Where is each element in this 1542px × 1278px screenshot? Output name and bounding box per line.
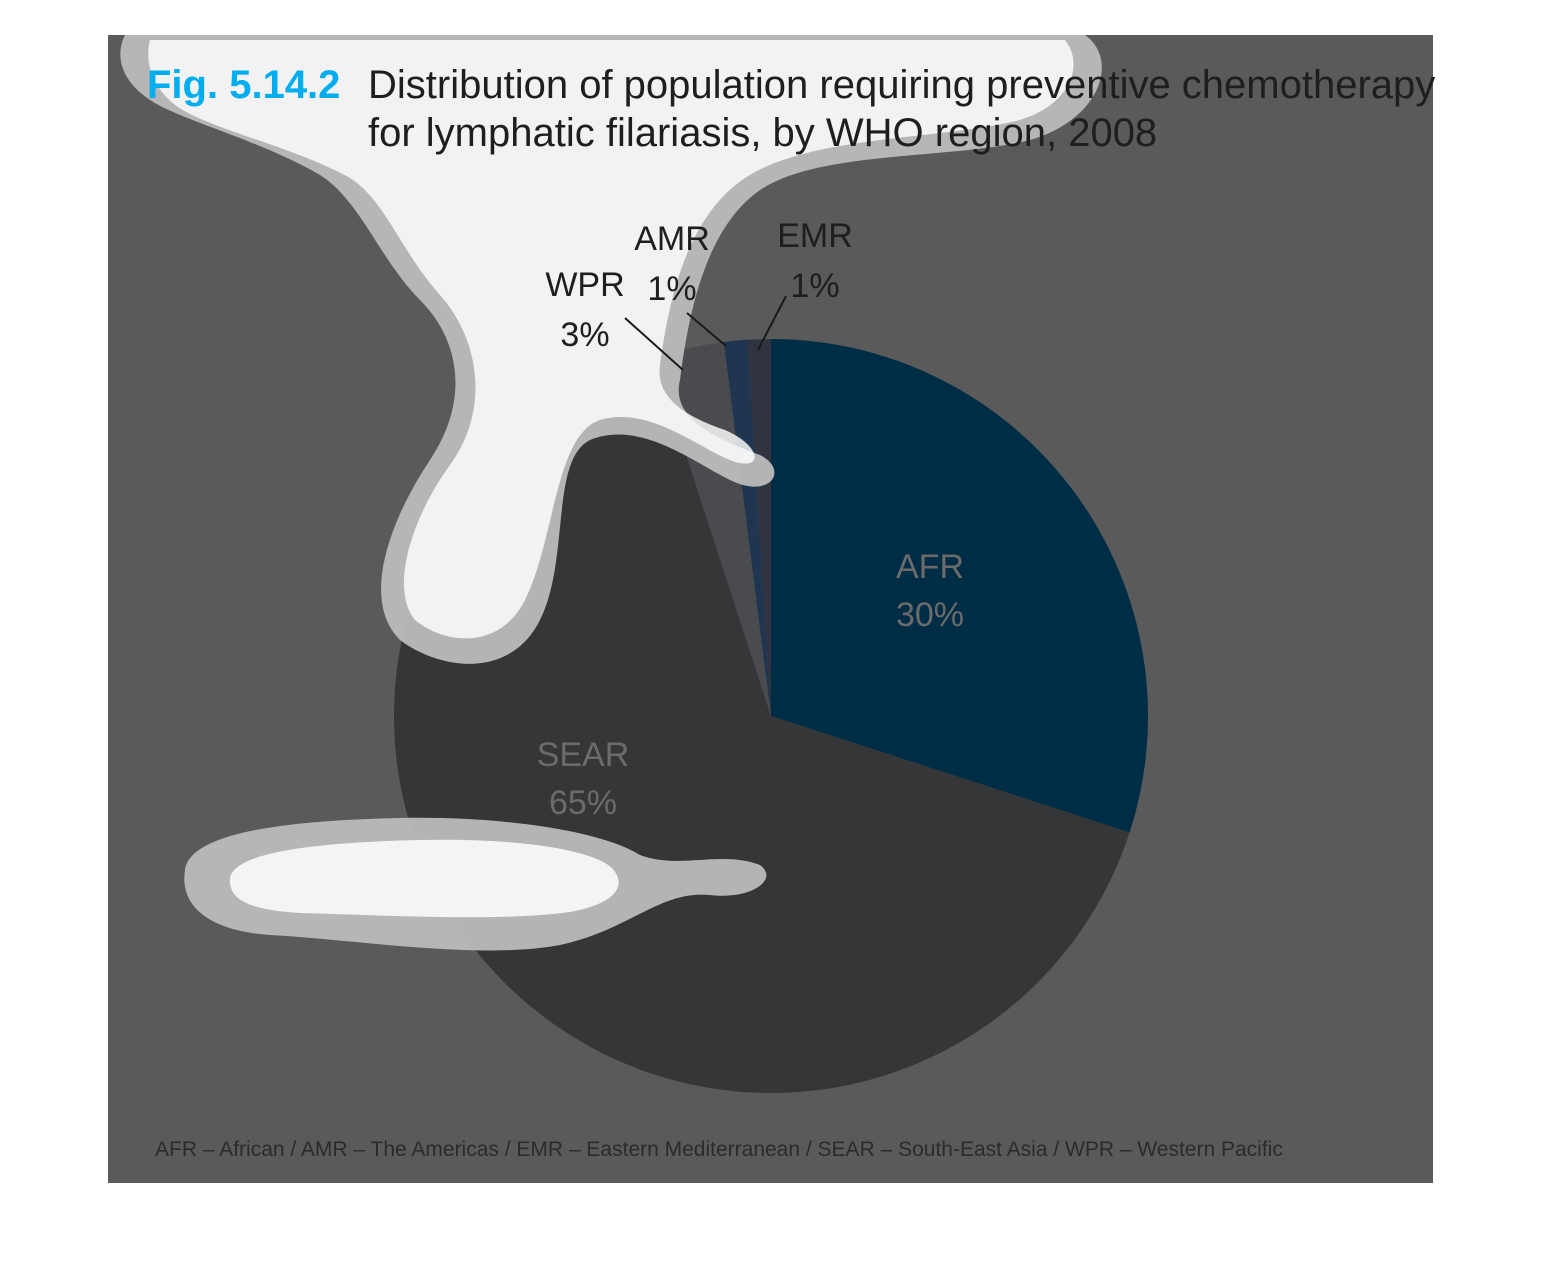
overlay-shapes	[120, 35, 1102, 951]
pie-slice-afr	[771, 339, 1148, 833]
callout-line-amr	[686, 312, 727, 347]
slice-label-sear-value: 65%	[549, 784, 617, 822]
callout-line-wpr	[624, 317, 684, 371]
overlay-shape-top-inner	[148, 40, 1074, 639]
slice-labels: AFR 30% SEAR 65% WPR 3% AMR 1% EMR 1%	[537, 217, 964, 822]
figure-title-line2: for lymphatic filariasis, by WHO region,…	[368, 111, 1157, 155]
footnote: AFR – African / AMR – The Americas / EMR…	[155, 1138, 1283, 1161]
slice-label-afr-value: 30%	[896, 596, 964, 634]
slice-label-wpr-value: 3%	[560, 316, 609, 354]
slice-label-amr-category: AMR	[634, 220, 710, 258]
figure-title-line1: Distribution of population requiring pre…	[368, 63, 1435, 107]
callout-line-emr	[757, 295, 787, 351]
pie-slice-amr	[723, 339, 771, 716]
slice-label-emr-category: EMR	[777, 217, 853, 255]
overlay-shape-bottom-inner	[229, 839, 619, 918]
slice-label-afr-category: AFR	[896, 548, 964, 586]
callout-lines	[624, 295, 787, 371]
slice-label-emr-value: 1%	[790, 267, 839, 305]
pie-slice-emr	[747, 339, 771, 716]
slice-label-sear-category: SEAR	[537, 736, 630, 774]
slice-label-wpr-category: WPR	[545, 266, 624, 304]
figure-number: Fig. 5.14.2	[147, 63, 340, 107]
slice-label-amr-value: 1%	[647, 270, 696, 308]
